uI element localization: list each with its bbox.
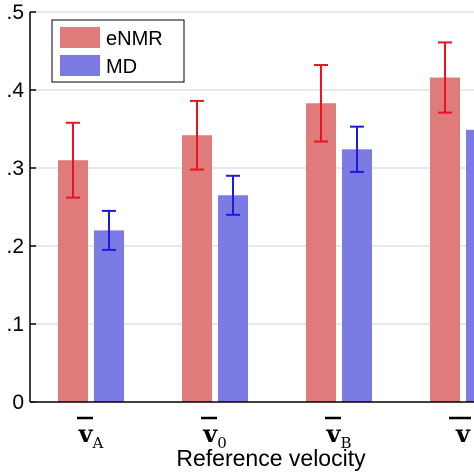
error-bar-enmr	[438, 41, 452, 114]
x-tick-label: v0	[202, 419, 227, 452]
legend-label-md: MD	[106, 56, 137, 78]
y-tick-label: .3	[6, 157, 24, 180]
y-tick-label: .5	[6, 1, 24, 24]
error-bar-enmr	[66, 121, 80, 199]
bar-enmr	[306, 103, 336, 402]
y-tick-labels: 0 .1 .2 .3 .4 .5	[6, 1, 24, 414]
y-tick-label: .4	[6, 79, 24, 102]
error-bar-md	[350, 125, 364, 173]
error-bar-md	[226, 174, 240, 216]
error-bar-enmr	[314, 64, 328, 143]
bar-md	[218, 195, 248, 402]
x-tick-labels: vA v0 vB v	[77, 416, 471, 452]
legend-label-enmr: eNMR	[106, 28, 163, 50]
legend-swatch-md	[60, 55, 100, 76]
bar-enmr	[430, 77, 460, 403]
axes	[29, 12, 474, 403]
bar-enmr	[58, 160, 88, 402]
bar-enmr	[182, 135, 212, 403]
x-tick-label: vB	[326, 419, 352, 452]
x-tick-label: vA	[78, 419, 104, 452]
error-bar-enmr	[190, 99, 204, 171]
y-tick-label: .1	[6, 313, 24, 336]
error-bar-md	[102, 209, 116, 251]
error-bars	[66, 41, 452, 251]
y-tick-label: .2	[6, 235, 24, 258]
y-tick-label: 0	[12, 391, 24, 414]
bar-md	[466, 129, 474, 402]
bar-md	[94, 230, 124, 402]
bar-md	[342, 149, 372, 402]
x-tick-label: v	[455, 419, 471, 448]
legend-swatch-enmr	[60, 27, 100, 48]
legend: eNMR MD	[51, 19, 185, 83]
bars	[58, 77, 474, 403]
x-axis-label: Reference velocity	[176, 445, 366, 471]
